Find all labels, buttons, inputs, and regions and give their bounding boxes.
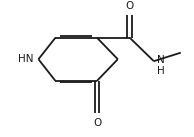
Text: O: O bbox=[93, 118, 101, 128]
Text: H: H bbox=[157, 66, 165, 76]
Text: N: N bbox=[157, 55, 165, 65]
Text: HN: HN bbox=[18, 54, 34, 64]
Text: O: O bbox=[126, 1, 134, 11]
